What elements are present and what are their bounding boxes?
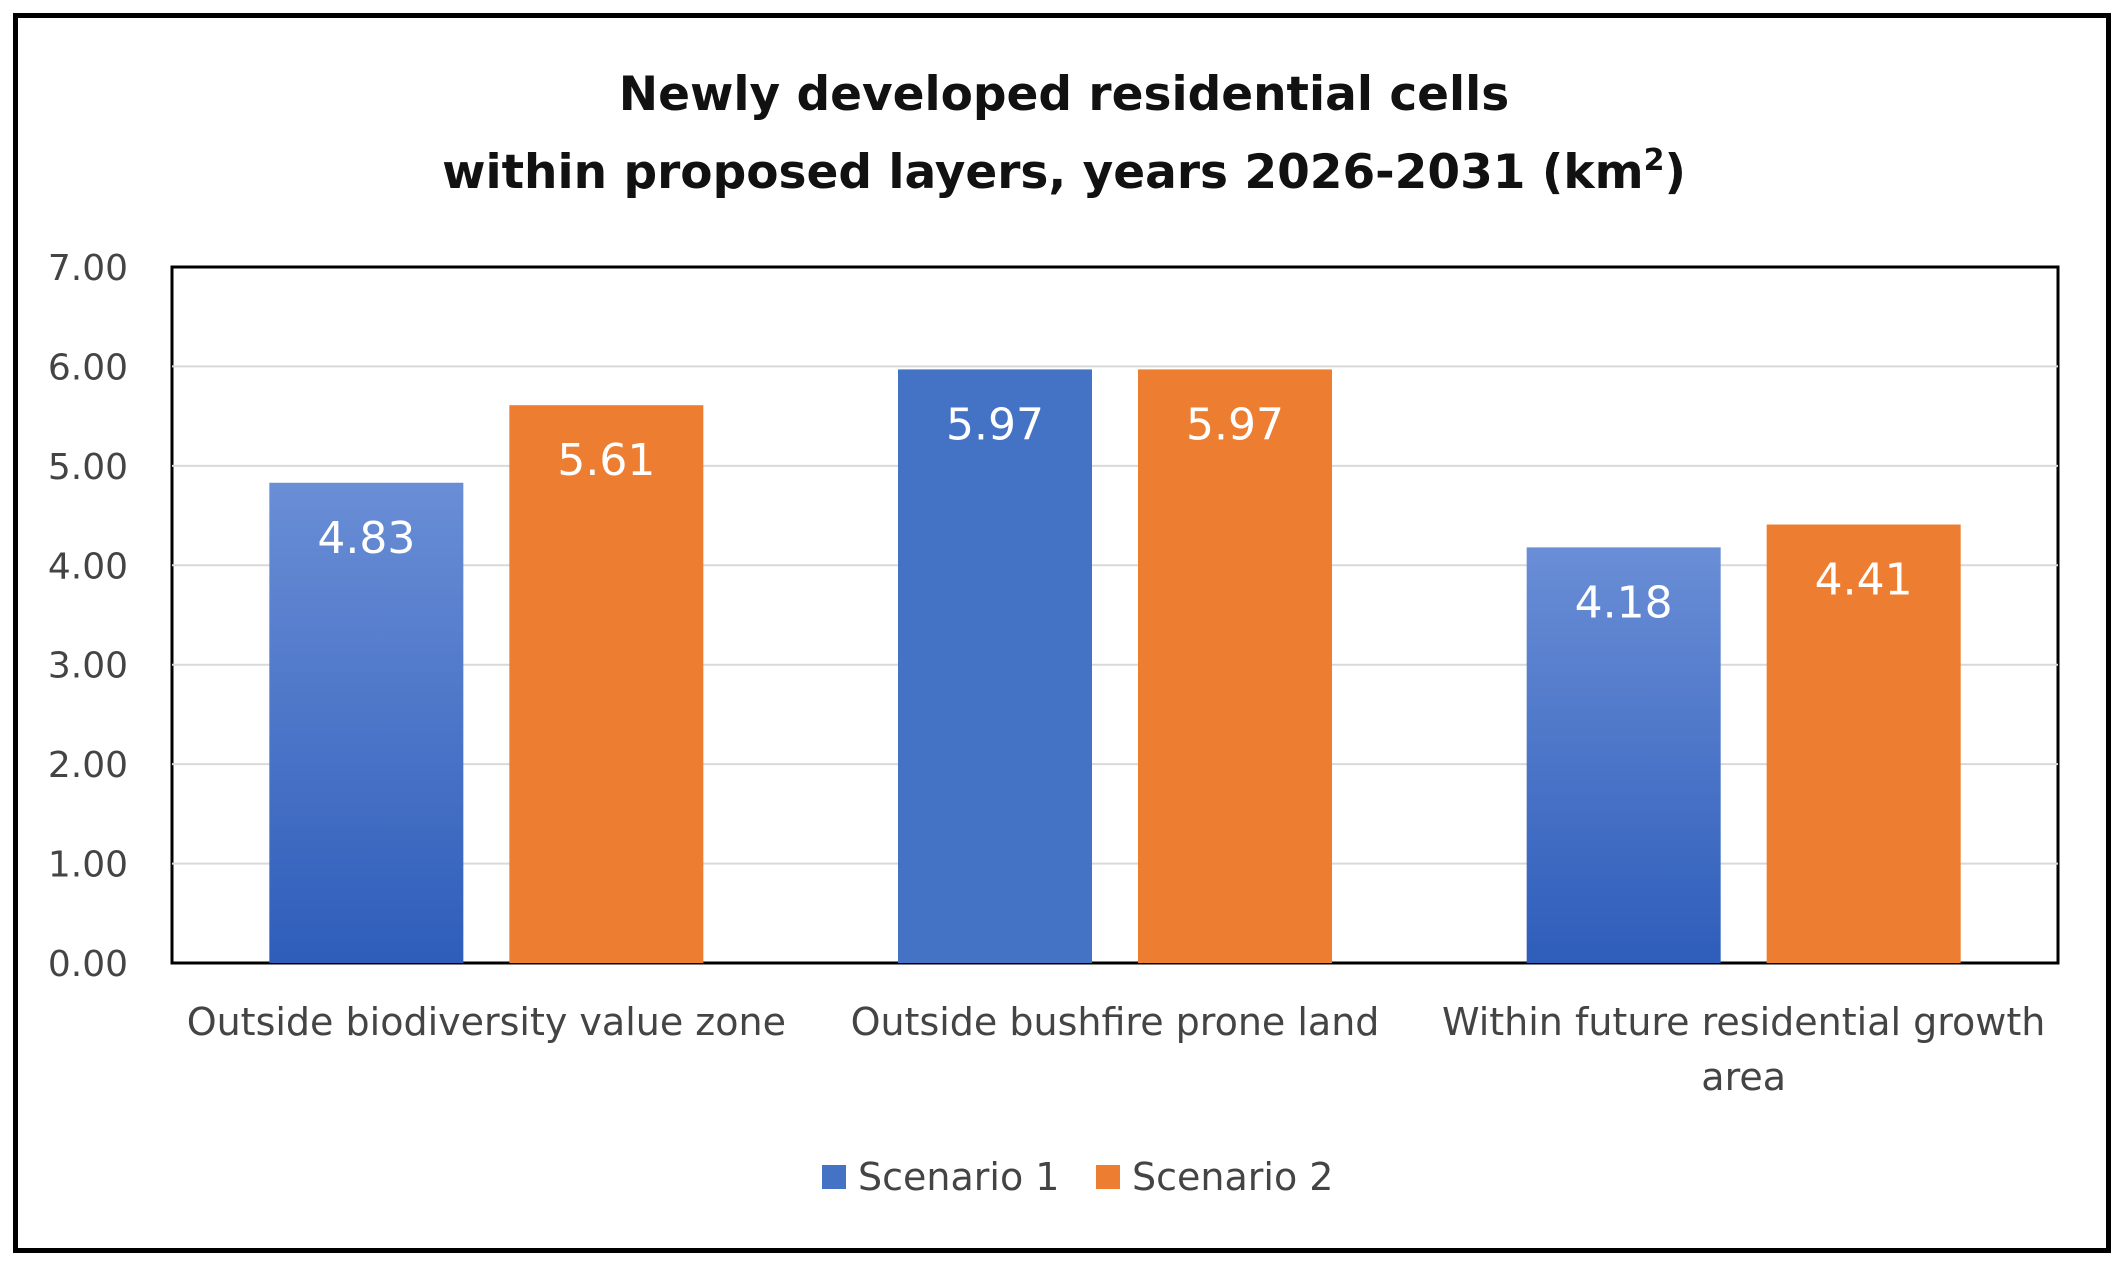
legend-swatch-scenario-1: [822, 1165, 846, 1189]
legend-label-scenario-2: Scenario 2: [1132, 1155, 1333, 1199]
chart-title-line-2-close: ): [1664, 145, 1685, 200]
chart-title-superscript: 2: [1644, 143, 1665, 178]
bar-scenario-2-1: [1138, 369, 1332, 963]
data-label: 5.61: [557, 435, 655, 486]
y-tick-label: 5.00: [48, 447, 128, 488]
category-labels: Outside biodiversity value zone Outside b…: [187, 1000, 2046, 1099]
bar-scenario-1-2: [1526, 547, 1721, 963]
data-label: 4.18: [1575, 577, 1673, 628]
legend-swatch-scenario-2: [1096, 1165, 1120, 1189]
y-tick-label: 3.00: [48, 646, 128, 687]
y-tick-label: 4.00: [48, 546, 128, 587]
bar-scenario-1-0: [269, 482, 464, 963]
category-label: area: [1701, 1055, 1786, 1099]
legend: Scenario 1 Scenario 2: [822, 1155, 1333, 1199]
category-label: Outside biodiversity value zone: [187, 1000, 786, 1044]
data-label: 5.97: [1186, 399, 1284, 450]
legend-label-scenario-1: Scenario 1: [858, 1155, 1059, 1199]
chart-title-line-2: within proposed layers, years 2026-2031 …: [442, 143, 1686, 200]
plot-area: [170, 265, 2060, 965]
y-tick-label: 2.00: [48, 745, 128, 786]
data-label: 4.83: [317, 513, 415, 564]
y-axis-ticks: 0.00 1.00 2.00 3.00 4.00 5.00 6.00 7.00: [48, 248, 128, 985]
bar-scenario-2-0: [509, 405, 704, 964]
y-tick-label: 1.00: [48, 845, 128, 886]
y-tick-label: 7.00: [48, 248, 128, 289]
bar-scenario-2-2: [1766, 524, 1961, 963]
data-label: 4.41: [1815, 555, 1913, 606]
bar-scenario-1-1: [898, 369, 1092, 963]
category-label: Outside bushfire prone land: [851, 1000, 1380, 1044]
y-tick-label: 6.00: [48, 347, 128, 388]
bars: [269, 369, 1961, 964]
data-labels: 4.83 5.61 5.97 5.97 4.18 4.41: [317, 399, 1912, 628]
chart-title-line-1: Newly developed residential cells: [619, 67, 1510, 122]
category-label: Within future residential growth: [1442, 1000, 2045, 1044]
gridlines: [172, 365, 2058, 865]
y-tick-label: 0.00: [48, 944, 128, 985]
data-label: 5.97: [946, 399, 1044, 450]
chart-title-line-2-main: within proposed layers, years 2026-2031 …: [442, 145, 1644, 200]
